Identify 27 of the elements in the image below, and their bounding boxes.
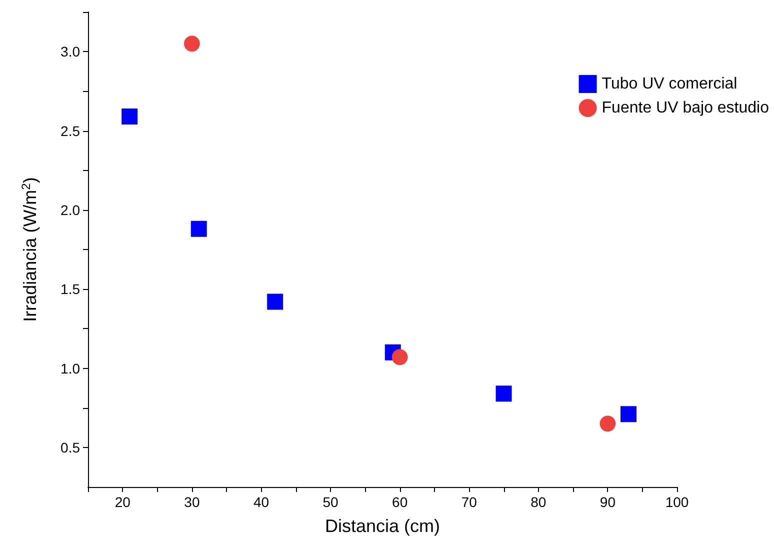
- x-tick-label: 20: [114, 494, 131, 510]
- point: [392, 349, 408, 366]
- point: [600, 416, 616, 432]
- y-axis-title: Irradiancia (W/m2): [19, 177, 40, 322]
- point: [620, 406, 636, 422]
- x-tick-label: 30: [184, 494, 200, 510]
- y-tick-label: 2.5: [60, 122, 80, 139]
- y-tick-label: 0.5: [60, 439, 80, 456]
- y-tick-label: 1.0: [60, 360, 80, 376]
- y-tick-label: 3.0: [60, 44, 80, 60]
- x-tick-label: 70: [461, 494, 478, 510]
- legend-label: Tubo UV comercial: [602, 76, 738, 92]
- legend-label: Fuente UV bajo estudio: [602, 100, 770, 116]
- y-tick-label: 2.0: [60, 202, 80, 218]
- y-tick-label: 1.5: [60, 281, 80, 298]
- x-tick-label: 90: [600, 494, 616, 510]
- point: [267, 294, 284, 310]
- x-tick-label: 80: [530, 494, 546, 510]
- point: [184, 36, 200, 52]
- point: [496, 386, 512, 402]
- x-axis-title: Distancia (cm): [324, 516, 440, 536]
- point: [122, 108, 138, 124]
- x-tick-label: 60: [392, 494, 408, 510]
- point: [190, 220, 207, 237]
- x-tick-label: 50: [322, 494, 339, 510]
- x-tick-label: 40: [253, 494, 270, 510]
- x-tick-label: 100: [665, 494, 689, 510]
